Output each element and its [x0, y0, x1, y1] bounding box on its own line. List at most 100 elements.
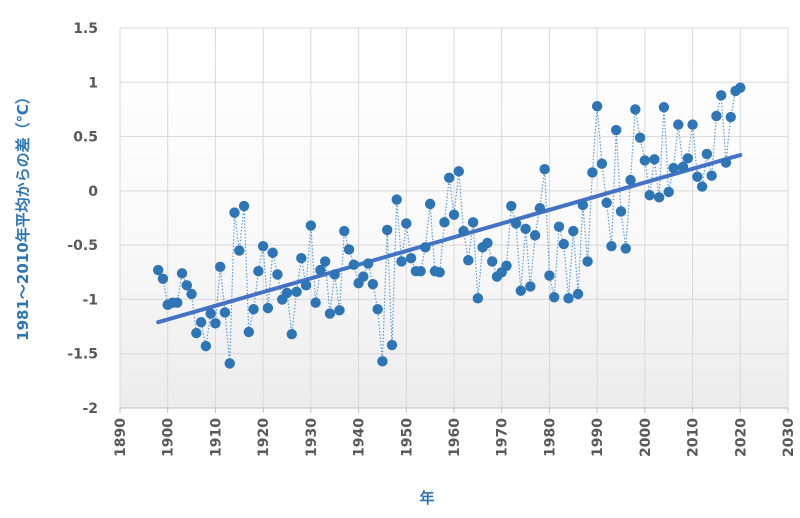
data-point: [687, 119, 698, 130]
x-tick-label: 1930: [304, 418, 320, 457]
data-point: [300, 280, 312, 291]
data-point: [386, 339, 398, 351]
data-point: [396, 256, 407, 267]
data-point: [229, 207, 240, 218]
x-tick-label: 2000: [638, 418, 654, 457]
data-point: [186, 288, 197, 300]
data-point: [415, 266, 426, 277]
data-point: [310, 297, 321, 308]
y-tick-label: 0.5: [73, 130, 98, 146]
y-tick-label: 1.5: [73, 21, 98, 37]
data-point: [319, 256, 331, 267]
data-point: [420, 242, 431, 253]
data-point: [348, 259, 359, 270]
data-point: [243, 326, 255, 338]
trend-line: [156, 153, 743, 325]
data-point: [372, 304, 383, 315]
data-point: [529, 230, 541, 241]
data-point: [181, 280, 192, 291]
data-point: [234, 245, 245, 256]
series-layer: [152, 82, 746, 369]
y-tick-label: -1.5: [67, 347, 98, 363]
data-point: [653, 192, 665, 203]
data-point: [205, 308, 216, 319]
data-point: [358, 271, 369, 282]
data-point: [463, 255, 474, 266]
data-point: [720, 157, 732, 168]
data-point: [286, 328, 297, 340]
data-point: [296, 252, 307, 264]
data-point: [520, 223, 531, 235]
data-point: [486, 256, 498, 267]
data-point: [677, 161, 689, 173]
data-point: [644, 190, 655, 201]
data-point: [444, 172, 455, 184]
data-point: [625, 174, 636, 186]
data-point: [606, 241, 617, 252]
data-point: [692, 171, 703, 182]
data-point: [711, 110, 722, 122]
x-tick-label: 2010: [686, 418, 702, 457]
data-point: [601, 197, 612, 208]
grid-layer: [119, 27, 789, 413]
data-point: [219, 307, 231, 318]
data-point: [673, 119, 684, 130]
data-point: [291, 286, 302, 298]
data-point: [424, 198, 436, 210]
data-point: [682, 153, 693, 164]
x-tick-label: 1890: [113, 418, 129, 457]
data-point: [630, 104, 641, 115]
x-tick-label: 1960: [447, 418, 463, 457]
data-point: [620, 243, 631, 254]
data-point: [257, 241, 269, 252]
data-point: [615, 206, 627, 217]
data-point: [563, 293, 574, 304]
x-tick-label: 1990: [590, 418, 606, 457]
data-point: [176, 268, 188, 279]
x-tick-label: 1980: [542, 418, 558, 457]
data-point: [482, 237, 493, 249]
data-point: [716, 90, 727, 101]
data-point: [238, 200, 250, 212]
data-point: [577, 199, 589, 211]
data-point: [467, 217, 479, 228]
data-point: [267, 247, 278, 258]
data-point: [448, 209, 460, 220]
data-point: [725, 111, 736, 123]
data-point: [172, 297, 183, 308]
x-tick-labels: 1890 1900 1910 1920 1930 1940 1950 1960 1970 1980…: [113, 418, 797, 457]
data-point: [568, 225, 579, 237]
data-point: [200, 340, 212, 352]
y-tick-label: 1: [88, 75, 98, 91]
data-point: [215, 261, 226, 273]
data-point: [191, 327, 202, 339]
data-point: [525, 281, 536, 292]
data-point: [611, 124, 622, 136]
x-tick-label: 1900: [161, 418, 177, 457]
data-point: [558, 238, 569, 250]
x-axis-title: 年: [419, 489, 434, 507]
data-point: [195, 317, 207, 328]
data-point: [210, 318, 221, 329]
data-point: [434, 267, 445, 278]
data-point: [553, 221, 565, 232]
data-point: [391, 194, 402, 205]
data-point: [401, 218, 412, 229]
data-point: [510, 218, 522, 229]
data-point: [634, 132, 646, 143]
data-point: [377, 356, 388, 367]
data-point: [382, 224, 393, 236]
data-point: [515, 285, 526, 296]
data-point: [305, 220, 317, 231]
x-tick-label: 1920: [256, 418, 272, 457]
data-point: [339, 225, 350, 237]
data-point: [701, 148, 713, 160]
data-point: [506, 200, 517, 212]
data-point: [534, 203, 546, 214]
data-point: [157, 273, 169, 284]
data-point: [367, 279, 379, 290]
x-tick-label: 2020: [733, 418, 749, 457]
data-point: [587, 167, 598, 178]
x-tick-label: 1940: [352, 418, 368, 457]
